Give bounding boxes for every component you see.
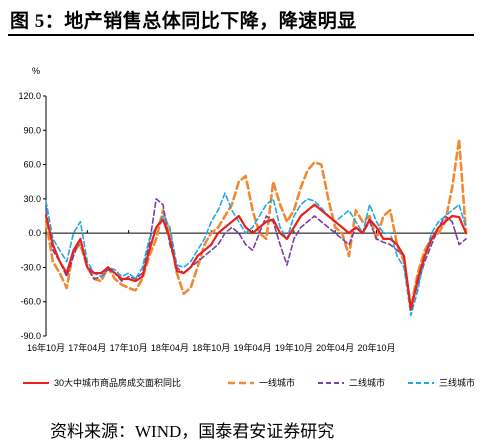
y-tick-label: 120.0 — [18, 91, 41, 101]
y-tick-label: 30.0 — [23, 194, 41, 204]
series-line-3 — [45, 192, 467, 317]
legend-label: 一线城市 — [259, 378, 296, 388]
x-tick-label: 19年04月 — [234, 342, 272, 353]
y-axis-unit-label: % — [32, 66, 40, 76]
x-tick-label: 17年10月 — [110, 342, 148, 353]
x-tick-label: 19年10月 — [275, 342, 313, 353]
legend-item: 30大中城市商品房成交面积同比 — [22, 376, 181, 389]
legend-swatch — [408, 381, 434, 384]
chart-axes: 120.0 90.0 60.0 30.0 0.0 -30.0 -60.0 -90.016年10… — [18, 91, 466, 353]
x-tick-label: 18年04月 — [151, 342, 189, 353]
legend-label: 30大中城市商品房成交面积同比 — [54, 378, 182, 388]
y-tick-label: 90.0 — [23, 125, 41, 135]
x-tick-label: 17年04月 — [68, 342, 106, 353]
legend-item: 二线城市 — [317, 376, 385, 389]
legend-item: 一线城市 — [227, 376, 295, 389]
legend-swatch — [23, 381, 49, 384]
legend-label: 二线城市 — [349, 378, 386, 388]
x-tick-label: 20年04月 — [316, 342, 354, 353]
chart-series-group — [44, 138, 468, 317]
x-tick-label: 16年10月 — [27, 342, 65, 353]
x-tick-label: 18年10月 — [192, 342, 230, 353]
title-rule — [8, 34, 474, 36]
legend-swatch — [318, 381, 344, 384]
source-note: 资料来源：WIND，国泰君安证券研究 — [50, 422, 335, 441]
y-tick-label: -90.0 — [20, 331, 41, 341]
legend-swatch — [228, 381, 254, 384]
y-tick-label: 0.0 — [28, 228, 41, 238]
y-tick-label: -30.0 — [20, 262, 41, 272]
series-line-1 — [44, 138, 468, 309]
series-line-0 — [44, 203, 468, 311]
y-tick-label: 60.0 — [23, 160, 41, 170]
y-tick-label: -60.0 — [20, 297, 41, 307]
x-tick-label: 20年10月 — [357, 342, 395, 353]
legend-item: 三线城市 — [407, 376, 475, 389]
chart-legend: 30大中城市商品房成交面积同比 一线城市 二线城市 三线城市 — [22, 376, 475, 396]
figure-title: 图 5：地产销售总体同比下降，降速明显 — [10, 11, 357, 32]
legend-label: 三线城市 — [439, 378, 476, 388]
